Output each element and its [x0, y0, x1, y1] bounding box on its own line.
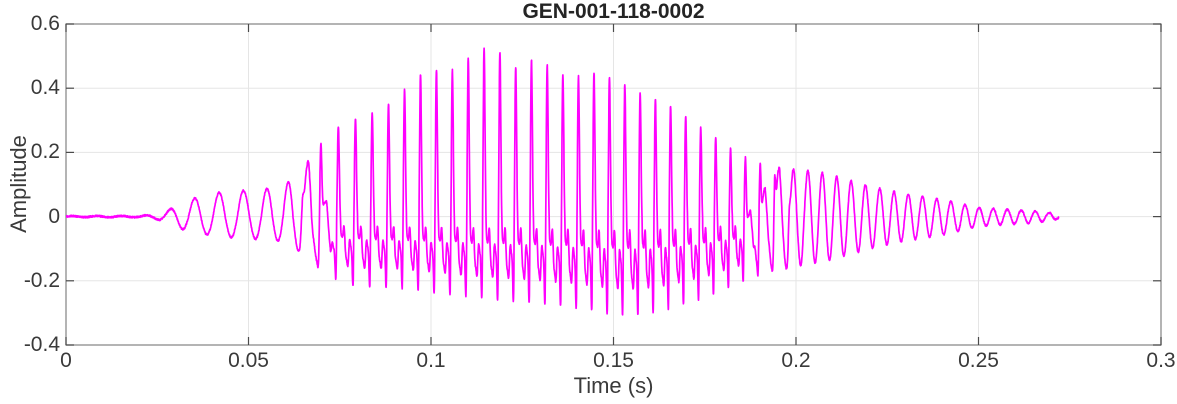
x-tick-label: 0.3	[1146, 349, 1176, 372]
waveform-line	[66, 47, 1060, 316]
y-tick-label: 0	[48, 204, 60, 228]
y-tick-label: 0.6	[30, 12, 60, 35]
y-tick-label: 0.2	[30, 140, 60, 164]
y-tick-label: 0.4	[30, 76, 60, 100]
y-tick-label: -0.2	[23, 268, 60, 292]
x-tick-label: 0.05	[228, 349, 269, 372]
x-axis-label: Time (s)	[573, 373, 654, 398]
x-tick-label: 0.25	[958, 349, 999, 372]
x-tick-label: 0.2	[781, 349, 811, 372]
x-tick-label: 0	[60, 349, 72, 372]
x-tick-label: 0.1	[416, 349, 446, 372]
x-tick-label: 0.15	[593, 349, 634, 372]
chart-title: GEN-001-118-0002	[522, 0, 705, 23]
y-tick-label: -0.4	[23, 333, 60, 356]
